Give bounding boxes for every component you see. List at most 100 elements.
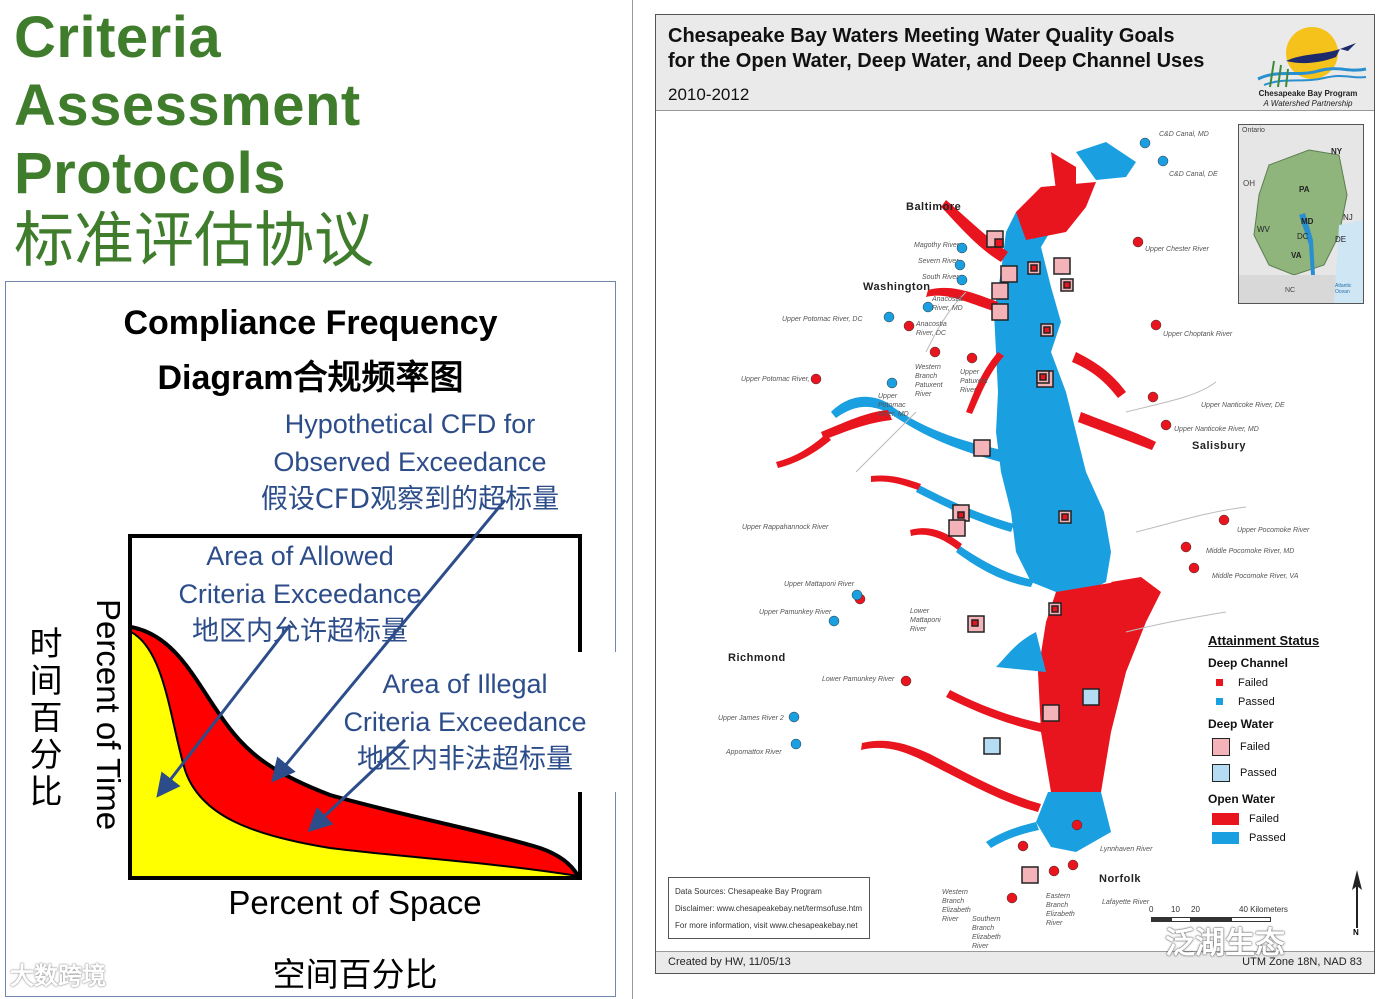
river-middle-pocomoke-va: Middle Pocomoke River, VA [1212,573,1299,580]
bay-program-logo-icon [1257,27,1367,88]
slide-title: Criteria Assessment Protocols 标准评估协议 [14,4,374,274]
hypothetical-en-1: Hypothetical CFD for [284,409,536,439]
watermark-left: 大数跨境 [10,963,106,990]
inset-va: VA [1291,251,1302,260]
map-footer: Created by HW, 11/05/13 UTM Zone 18N, NA… [656,951,1374,973]
y-axis-label-cn: 时间百分比 [29,624,63,811]
river-anacostia-dc: Anacostia River, DC [916,321,947,337]
map-frame: Chesapeake Bay Waters Meeting Water Qual… [655,14,1375,974]
observed-cfd-curve [130,625,580,878]
legend-deep-water-failed: Failed [1208,734,1319,760]
river-anacostia-md: Anacostia River, MD [932,296,963,312]
legend-open-water-failed: Failed [1208,809,1319,828]
river-eastern-elizabeth: Eastern Branch Elizabeth River [1046,893,1075,927]
bay-map [776,142,1247,852]
allowed-en-1: Area of Allowed [206,541,394,571]
watermark-right: 泛湖生态 [1165,927,1285,960]
scale-bar: 0 10 20 40 Kilometers [1149,905,1341,929]
river-upper-choptank: Upper Choptank River [1163,331,1233,338]
hypothetical-cn: 假设CFD观察到的超标量 [260,484,560,515]
map-title-line-1: Chesapeake Bay Waters Meeting Water Qual… [668,25,1175,47]
river-cd-de: C&D Canal, DE [1169,171,1218,178]
x-axis-label: Percent of Space [228,884,482,921]
legend-deep-water: Deep Water [1208,717,1274,731]
footer-created-by: Created by HW, 11/05/13 [668,956,791,968]
inset-nc: NC [1285,287,1296,294]
logo-text: Chesapeake Bay Program A Watershed Partn… [1248,89,1368,109]
city-salisbury: Salisbury [1192,440,1247,452]
title-line-3: Protocols [14,141,286,206]
north-arrow-icon: N [1350,870,1364,940]
city-washington: Washington [863,281,931,293]
cfd-title-line-1: Compliance Frequency [123,304,498,342]
cfd-plot [128,499,616,880]
arrow-illegal [307,738,407,833]
north-label: N [1353,928,1359,937]
legend-deep-channel-failed: Failed [1208,673,1319,692]
city-norfolk: Norfolk [1099,873,1141,885]
inset-map: Ontario NY PA OH NJ MD DE WV DC VA NC At… [1238,124,1364,304]
scale-40: 40 Kilometers [1239,905,1288,914]
inset-nj: NJ [1343,213,1353,222]
inset-wv: WV [1257,225,1270,234]
scale-10: 10 [1171,905,1180,914]
annotation-allowed: Area of Allowed Criteria Exceedance 地区内允… [170,537,430,651]
x-axis-label-cn: 空间百分比 [272,955,438,994]
inset-dc: DC [1297,232,1309,241]
map-header: Chesapeake Bay Waters Meeting Water Qual… [656,15,1374,111]
river-upper-chester: Upper Chester River [1145,246,1209,253]
reference-curve [130,631,579,877]
map-years: 2010-2012 [668,85,750,104]
legend: Attainment Status Deep Channel Failed Pa… [1208,633,1319,847]
river-appomattox: Appomattox River [726,749,782,756]
allowed-en-2: Criteria Exceedance [178,579,422,609]
sources-line-1: Data Sources: Chesapeake Bay Program [675,887,822,896]
allowed-cn: 地区内允许超标量 [192,616,408,647]
river-upper-potomac-dc: Upper Potomac River, DC [782,316,863,323]
river-lynnhaven: Lynnhaven River [1100,846,1153,853]
river-upper-rappahannock: Upper Rappahannock River [742,524,829,531]
inset-md: MD [1301,217,1314,226]
inset-ontario: Ontario [1242,127,1265,134]
illegal-exceedance-area [131,627,578,876]
river-lower-pamunkey: Lower Pamunkey River [822,676,895,683]
river-lower-mattaponi: Lower Mattaponi River [910,608,941,633]
inset-map-drawing [1239,125,1363,303]
illegal-en-1: Area of Illegal [382,669,548,699]
river-upper-james: Upper James River 2 [718,715,784,722]
legend-deep-channel-passed: Passed [1208,692,1319,711]
river-upper-potomac-va: Upper Potomac River, VA [741,376,821,383]
title-line-2: Assessment [14,73,361,138]
arrow-hypothetical [271,499,507,783]
sources-line-3: For more information, visit www.chesapea… [675,921,858,930]
inset-ocean: Atlantic Ocean [1335,283,1352,295]
logo-line-2: A Watershed Partnership [1263,99,1353,108]
legend-open-water: Open Water [1208,792,1275,806]
river-upper-nanticoke-de: Upper Nanticoke River, DE [1201,402,1285,409]
river-middle-pocomoke-md: Middle Pocomoke River, MD [1206,548,1295,555]
annotation-illegal: Area of Illegal Criteria Exceedance 地区内非… [336,665,594,779]
river-upper-patuxent: Upper Patuxent River [960,369,988,394]
river-lafayette: Lafayette River [1102,899,1150,906]
river-western-elizabeth: Western Branch Elizabeth River [942,889,971,923]
river-cd-md: C&D Canal, MD [1159,131,1209,138]
scale-20: 20 [1191,905,1200,914]
map-title: Chesapeake Bay Waters Meeting Water Qual… [668,24,1204,74]
river-upper-pocomoke: Upper Pocomoke River [1237,527,1310,534]
y-axis-label: Percent of Time [90,599,127,831]
river-south: South River [922,274,959,281]
legend-heading: Attainment Status [1208,633,1320,648]
legend-deep-water-passed: Passed [1208,760,1319,786]
sources-line-2: Disclaimer: www.chesapeakebay.net/termso… [675,904,863,913]
inset-de: DE [1335,235,1347,244]
data-sources-box: Data Sources: Chesapeake Bay Program Dis… [668,877,870,939]
allowed-exceedance-area [131,632,578,876]
illegal-cn: 地区内非法超标量 [357,744,573,775]
river-upper-potomac-md: Upper Potomac River, MD [878,393,909,418]
river-western-patuxent: Western Branch Patuxent River [915,364,943,398]
title-line-1: Criteria [14,5,222,70]
river-magothy: Magothy River [914,242,960,249]
hypothetical-en-2: Observed Exceedance [273,447,547,477]
map-panel: Chesapeake Bay Waters Meeting Water Qual… [632,0,1382,999]
cfd-title-line-2: Diagram合规频率图 [157,359,464,397]
